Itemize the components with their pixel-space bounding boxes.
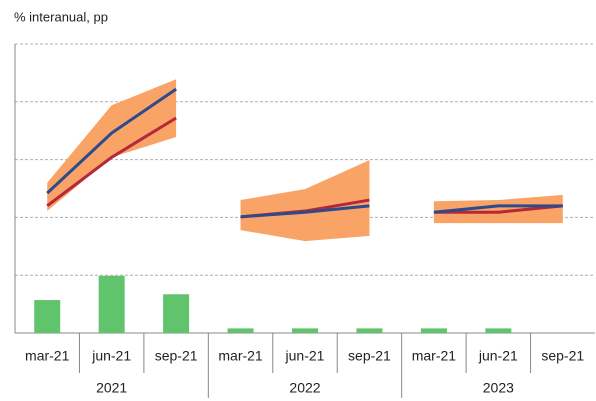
bar [420, 328, 447, 333]
x-tick-label: sep-21 [541, 348, 584, 364]
group-label: 2023 [483, 380, 514, 396]
bar [485, 328, 512, 333]
group-label: 2021 [96, 380, 127, 396]
x-tick-label: mar-21 [412, 348, 457, 364]
line [433, 204, 563, 214]
bar [227, 328, 254, 333]
bar [34, 300, 61, 333]
x-tick-label: jun-21 [478, 348, 518, 364]
range-band [433, 194, 563, 224]
x-tick-label: mar-21 [218, 348, 263, 364]
x-tick-label: jun-21 [285, 348, 325, 364]
bar [163, 294, 190, 333]
bar [292, 328, 318, 333]
x-tick-label: jun-21 [91, 348, 131, 364]
x-tick-label: sep-21 [348, 348, 391, 364]
x-tick-label: sep-21 [155, 348, 198, 364]
line [433, 204, 563, 214]
bar [356, 328, 383, 333]
line [46, 116, 177, 208]
axis-title: % interanual, pp [14, 9, 108, 24]
bar [98, 275, 125, 333]
x-tick-label: mar-21 [25, 348, 70, 364]
line [240, 204, 370, 219]
range-band [240, 160, 370, 242]
line [46, 87, 177, 195]
group-label: 2022 [289, 380, 320, 396]
